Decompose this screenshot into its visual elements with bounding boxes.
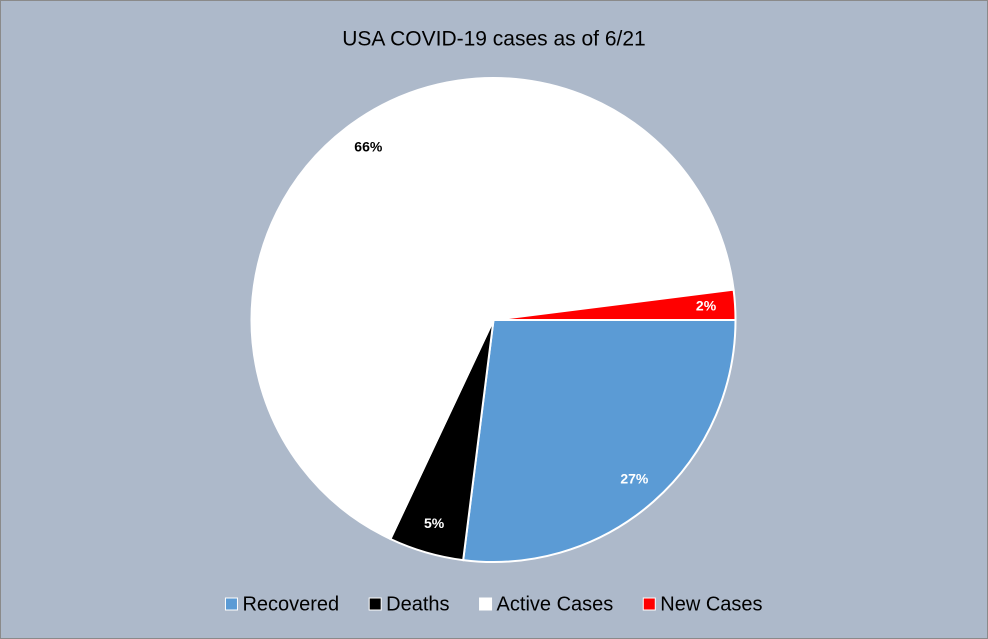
- legend-marker: [642, 597, 656, 611]
- legend-label: Active Cases: [497, 593, 614, 615]
- legend-marker: [368, 597, 382, 611]
- pie-slice: [462, 319, 737, 563]
- legend-label: Deaths: [386, 593, 449, 615]
- pie-slice: [493, 288, 737, 321]
- data-label: 27%: [620, 470, 649, 486]
- data-label: 66%: [354, 138, 383, 154]
- legend-label: New Cases: [660, 593, 762, 615]
- chart-title: USA COVID-19 cases as of 6/21: [342, 28, 645, 51]
- legend-marker: [224, 597, 238, 611]
- legend-marker: [479, 597, 493, 611]
- legend-label: Recovered: [242, 593, 339, 615]
- data-label: 5%: [424, 515, 445, 531]
- data-label: 2%: [696, 297, 717, 313]
- pie-slice: [250, 77, 735, 541]
